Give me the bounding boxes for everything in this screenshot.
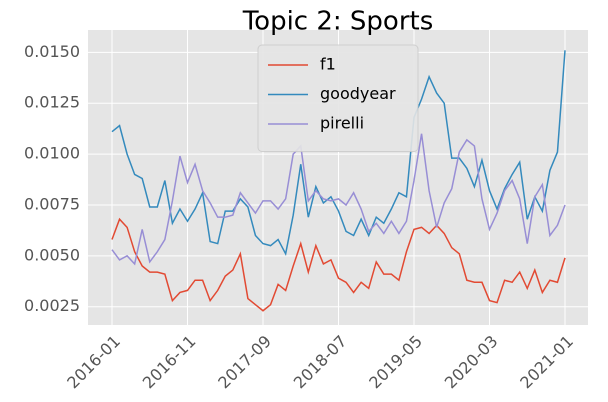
legend: f1 goodyear pirelli (257, 44, 419, 152)
legend-label: pirelli (320, 114, 364, 133)
x-tick-label: 2019-05 (365, 332, 426, 393)
series-line (111, 133, 566, 266)
y-tick-label: 0.0125 (24, 93, 80, 112)
series-line (111, 217, 566, 312)
lines (111, 50, 566, 312)
x-tick-label: 2017-09 (214, 332, 275, 393)
chart-title: Topic 2: Sports (242, 7, 434, 37)
x-tick-label: 2020-03 (441, 332, 502, 393)
legend-label: f1 (320, 55, 336, 74)
x-tick-label: 2018-07 (290, 332, 351, 393)
series-line (111, 50, 566, 257)
x-tick-label: 2016-01 (63, 332, 124, 393)
y-tick-label: 0.0050 (24, 245, 80, 264)
y-tick-label: 0.0100 (24, 144, 80, 163)
x-tick-label: 2021-01 (516, 332, 577, 393)
y-tick-label: 0.0075 (24, 194, 80, 213)
legend-label: goodyear (320, 84, 396, 103)
x-tick-label: 2016-11 (139, 332, 200, 393)
y-tick-label: 0.0150 (24, 42, 80, 61)
legend-box (257, 44, 419, 152)
y-tick-label: 0.0025 (24, 296, 80, 315)
